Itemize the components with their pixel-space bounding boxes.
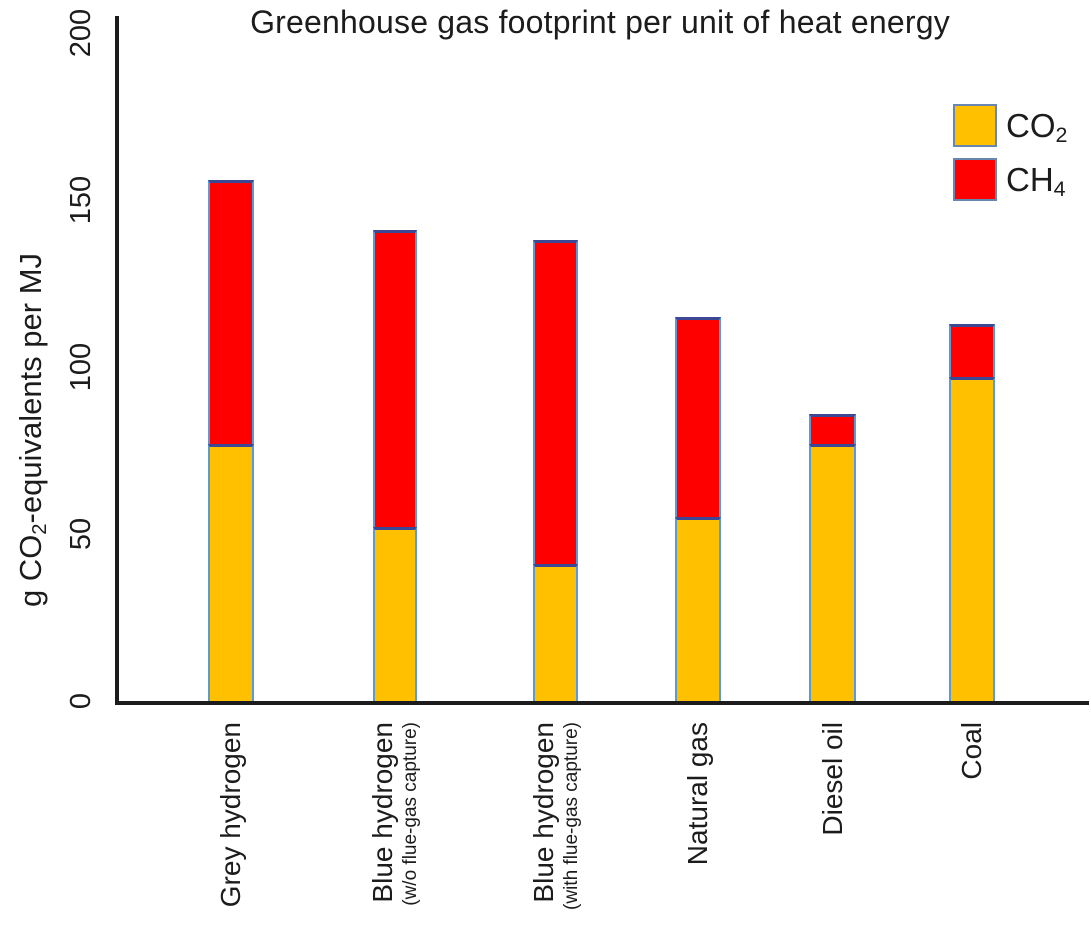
y-tick-label-150: 150	[65, 175, 97, 225]
legend-label-ch4: CH4	[1006, 161, 1066, 202]
y-tick-label-50: 50	[65, 517, 97, 551]
category-label-main: Coal	[956, 722, 987, 780]
y-tick-label-200: 200	[65, 8, 97, 58]
y-axis-title-sub: 2	[29, 523, 52, 535]
legend-swatch-ch4	[953, 158, 997, 201]
bar-ch4-segment-1	[208, 179, 254, 444]
bar-co2-segment-6	[949, 377, 995, 701]
legend-label-co2: CO2	[1006, 107, 1068, 148]
category-label-4: Natural gas	[681, 722, 751, 948]
category-label-main: Natural gas	[682, 722, 713, 866]
y-axis-title: g CO2-equivalents per MJ	[13, 160, 52, 700]
bar-ch4-segment-4	[675, 316, 721, 518]
category-label-5: Diesel oil	[816, 722, 886, 948]
y-axis-title-pre: g CO	[13, 534, 48, 608]
y-axis-title-post: -equivalents per MJ	[13, 252, 48, 524]
y-tick-label-0: 0	[65, 692, 97, 710]
category-label-main: Diesel oil	[816, 722, 848, 836]
bar-co2-segment-4	[675, 517, 721, 701]
bar-co2-segment-5	[809, 443, 856, 701]
bar-ch4-segment-2	[373, 230, 417, 528]
category-label-2: Blue hydrogen (w/o flue-gas capture)	[366, 722, 436, 948]
bar-co2-segment-3	[533, 564, 578, 701]
y-tick-label-100: 100	[65, 342, 97, 392]
category-label-6: Coal	[955, 722, 1025, 948]
category-label-3: Blue hydrogen (with flue-gas capture)	[527, 722, 597, 948]
x-axis-line	[115, 701, 1089, 705]
category-label-sub: (w/o flue-gas capture)	[400, 722, 421, 906]
category-label-main: Blue hydrogen	[367, 722, 398, 903]
bar-co2-segment-1	[208, 443, 254, 701]
bar-co2-segment-2	[373, 527, 417, 701]
category-label-main: Blue hydrogen	[527, 722, 559, 903]
category-label-sub: (with flue-gas capture)	[560, 722, 582, 910]
bar-ch4-segment-6	[949, 323, 995, 378]
chart-title: Greenhouse gas footprint per unit of hea…	[250, 4, 950, 40]
legend-swatch-co2	[953, 104, 997, 147]
category-label-1: Grey hydrogen	[214, 722, 284, 948]
category-label-main: Grey hydrogen	[215, 722, 246, 908]
bar-ch4-segment-5	[809, 413, 856, 444]
y-axis-line	[115, 16, 119, 704]
bar-ch4-segment-3	[533, 240, 578, 565]
